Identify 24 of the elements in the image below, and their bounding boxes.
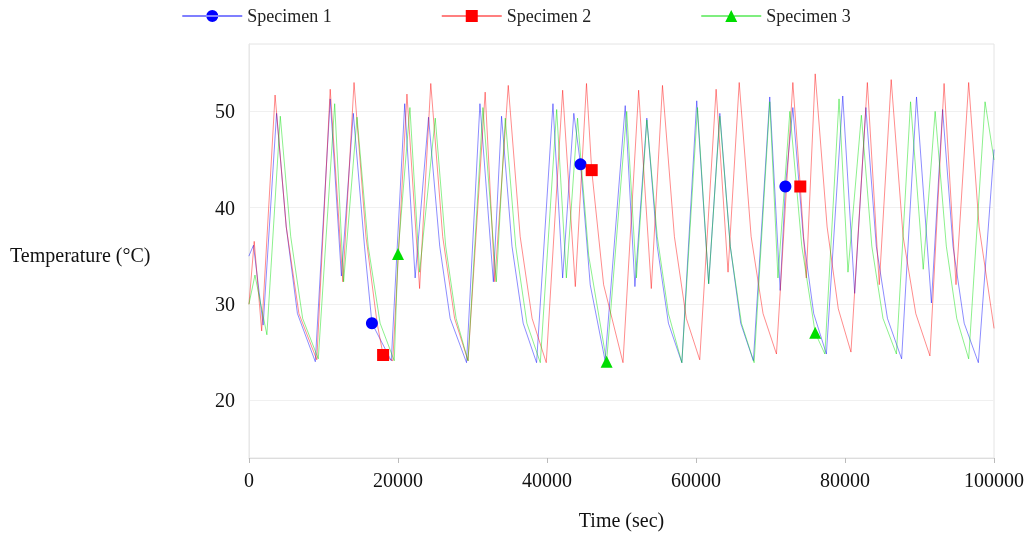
x-tick-label: 20000	[373, 469, 423, 491]
legend-label: Specimen 1	[247, 6, 332, 26]
point	[794, 180, 807, 193]
x-tick-label: 80000	[820, 469, 870, 491]
legend-label: Specimen 2	[506, 6, 592, 26]
y-tick-label: 30	[215, 292, 235, 315]
y-tick-label: 50	[215, 100, 235, 123]
legend-label: Specimen 3	[766, 6, 851, 26]
point	[392, 247, 404, 260]
x-tick-label: 0	[244, 469, 254, 491]
x-tick-label: 60000	[671, 469, 721, 491]
y-tick-label: 40	[215, 196, 235, 219]
point	[377, 348, 390, 361]
x-tick-label: 40000	[522, 469, 572, 491]
x-tick-label: 100000	[964, 469, 1024, 491]
y-tick-label: 20	[215, 389, 235, 412]
point	[574, 158, 587, 171]
point	[600, 355, 613, 368]
y-axis-title: Temperature (°C)	[10, 244, 151, 267]
point	[779, 180, 792, 193]
point	[365, 317, 378, 330]
x-axis-title: Time (sec)	[578, 509, 665, 532]
point	[585, 164, 598, 177]
point	[809, 326, 822, 339]
